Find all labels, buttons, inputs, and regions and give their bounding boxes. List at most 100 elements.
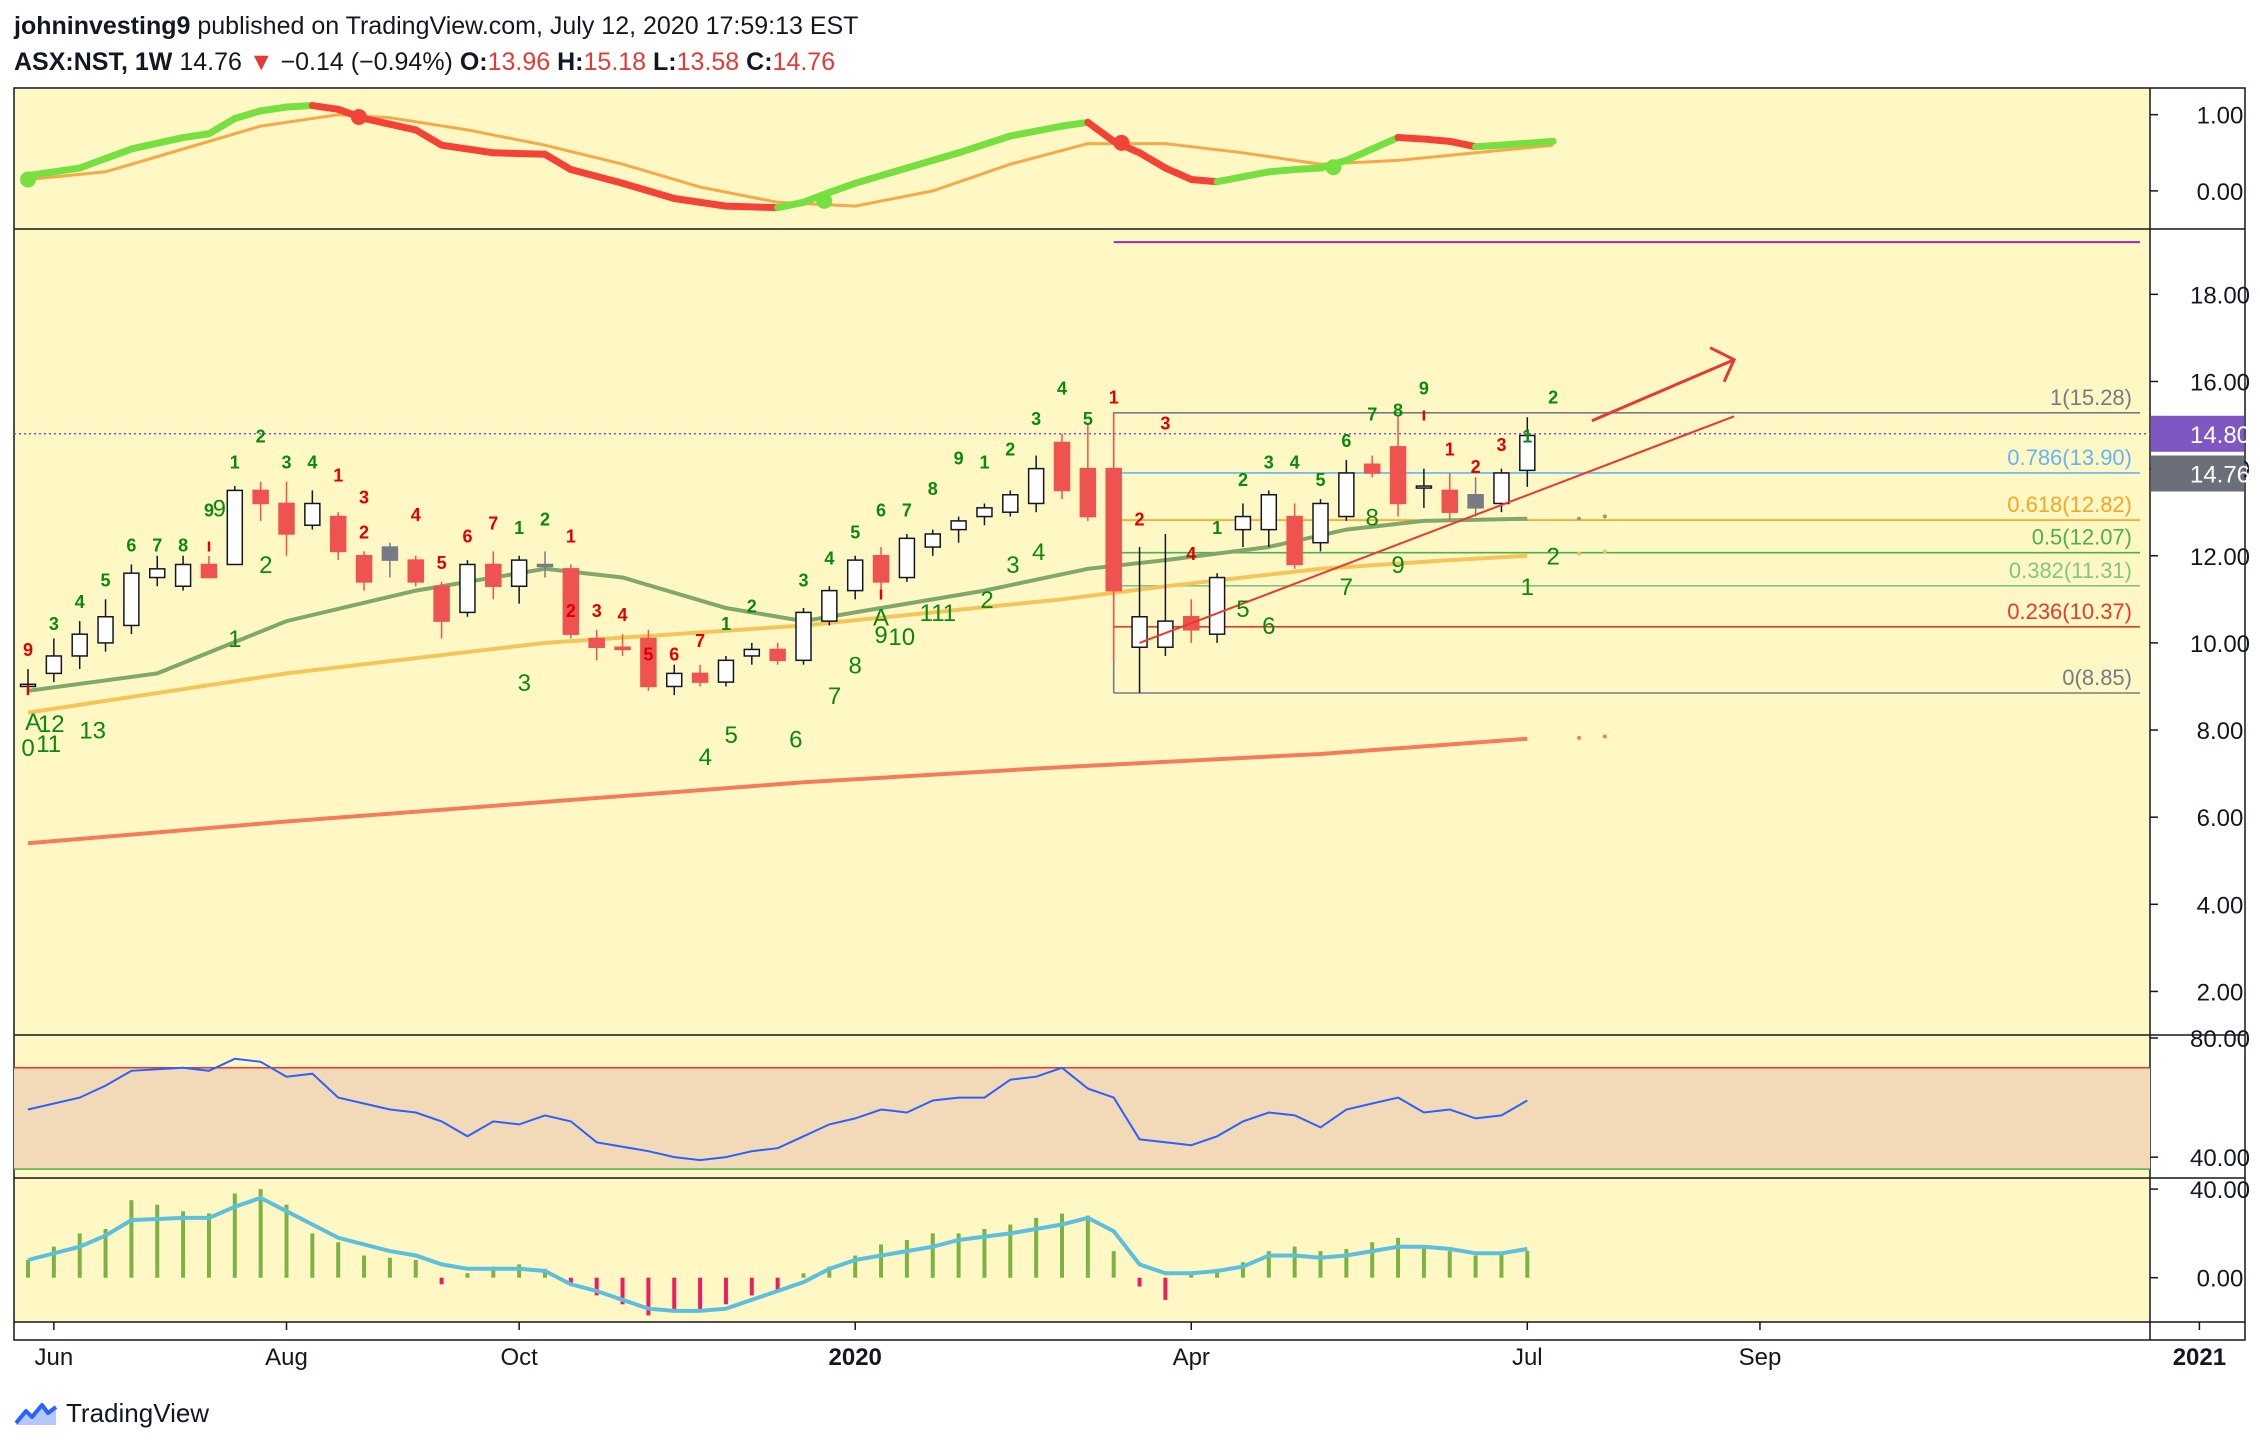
symbol-label: ASX:NST, 1W [14, 48, 173, 76]
pane-oscillator-background [14, 88, 2150, 229]
td-setup-label: 4 [699, 744, 712, 771]
td-count-label: 2 [566, 601, 576, 621]
candle-body [1131, 616, 1148, 648]
close-value: 14.76 [772, 48, 836, 76]
td-count-label: 7 [152, 535, 162, 555]
td-count-label: 3 [1264, 453, 1274, 473]
fib-level-label: 0.236(10.37) [2007, 599, 2132, 624]
oscillator-fast-segment [231, 107, 265, 122]
candle-body [278, 502, 295, 535]
td-count-label: 1 [721, 614, 731, 634]
oscillator-fast-segment [308, 102, 342, 113]
candle-body [1208, 576, 1226, 635]
candle-body [666, 672, 683, 688]
oscillator-fast-segment [76, 145, 135, 172]
td-count-label: 4 [1186, 544, 1196, 564]
oscillator-fast-segment [955, 132, 1014, 157]
oscillator-fast-segment [179, 130, 213, 142]
low-value: 13.58 [676, 48, 740, 76]
oscillator-fast-segment [438, 141, 497, 157]
candle-body [1260, 494, 1278, 531]
fib-level-label: 1(15.28) [2050, 385, 2132, 410]
td-setup-label: 2 [1546, 543, 1559, 570]
candle-body [226, 489, 244, 566]
oscillator-fast-segment [1394, 134, 1428, 143]
high-value: 15.18 [583, 48, 647, 76]
y-tick-label: 6.00 [2197, 805, 2244, 832]
oscillator-fast-segment [774, 198, 807, 212]
sma-yellow-line [27, 553, 1528, 715]
td-count-label: 9 [954, 448, 964, 468]
price-tag-label: 14.76 [2190, 462, 2250, 489]
td-count-label: 7 [695, 631, 705, 651]
oscillator-fast-segment [1161, 164, 1195, 183]
candle-body [872, 555, 890, 583]
td-count-label: 8 [178, 535, 188, 555]
td-count-label: 2 [359, 522, 369, 542]
x-tick-label: 2020 [829, 1344, 882, 1371]
oscillator-fast-segment [1136, 149, 1169, 172]
y-tick-label: 2.00 [2197, 979, 2244, 1006]
candle-body [407, 559, 424, 583]
y-tick-label: 40.00 [2190, 1177, 2250, 1204]
td-count-label: 5 [643, 644, 653, 664]
td-setup-label: A [873, 604, 889, 631]
td-count-label: 2 [256, 426, 266, 446]
td-count-label: 8 [928, 479, 938, 499]
oscillator-fast-segment [1187, 175, 1221, 186]
td-count-label: 1 [1522, 426, 1532, 446]
tradingview-brand[interactable]: TradingView [66, 1398, 210, 1428]
oscillator-fast-segment [722, 202, 782, 212]
oscillator-fast-segment [1472, 141, 1505, 151]
td-count-label: ı [25, 679, 30, 699]
candle-body [640, 637, 657, 688]
oscillator-fast-segment [1213, 168, 1273, 186]
candle-body [614, 646, 631, 651]
oscillator-fast-segment [257, 103, 290, 115]
td-setup-label: 4 [1032, 539, 1045, 566]
td-setup-label: 1 [1521, 574, 1534, 601]
td-count-label: 2 [1135, 509, 1145, 529]
td-count-label: ı [879, 583, 884, 603]
candle-body [1441, 489, 1458, 513]
oscillator-fast-segment [1368, 134, 1402, 153]
ma-projection-dot [1577, 735, 1581, 740]
fib-level-label: 0.618(12.82) [2007, 492, 2132, 517]
candle-body [976, 507, 993, 518]
oscillator-fast-segment [670, 195, 730, 210]
oscillator-cross-dot [350, 108, 367, 125]
oscillator-fast-segment [24, 164, 84, 180]
td-setup-label: 0 [21, 735, 34, 762]
td-count-label: 2 [1005, 440, 1015, 460]
td-count-label: 3 [592, 601, 602, 621]
candle-body [562, 568, 580, 635]
oscillator-fast-segment [619, 179, 678, 203]
candle-body [71, 633, 88, 657]
td-count-label: 5 [850, 522, 860, 542]
tradingview-logo-icon[interactable] [14, 1401, 58, 1427]
candle-body [1234, 515, 1252, 531]
td-setup-label: 6 [789, 726, 802, 753]
oscillator-fast-segment [567, 166, 627, 187]
x-tick-label: Sep [1739, 1344, 1782, 1371]
td-count-label: 8 [1393, 400, 1403, 420]
high-label: H: [557, 48, 584, 76]
td-setup-label: 6 [1262, 613, 1275, 640]
publisher-name[interactable]: johninvesting9 [14, 12, 191, 40]
candle-body [45, 655, 63, 675]
td-count-label: 9 [23, 640, 33, 660]
oscillator-fast-segment [1342, 145, 1376, 164]
td-setup-label: 2 [980, 587, 993, 614]
sma-green-line [27, 516, 1528, 693]
fib-level-label: 0.5(12.07) [2032, 525, 2132, 550]
y-tick-label: 18.00 [2190, 282, 2250, 309]
oscillator-fast-segment [205, 114, 239, 138]
td-setup-label: 8 [849, 652, 862, 679]
y-tick-label: 1.00 [2197, 103, 2244, 130]
oscillator-cross-dot [816, 192, 833, 209]
candle-body [381, 546, 399, 561]
candle-body [123, 572, 140, 627]
td-count-label: 2 [1238, 470, 1248, 490]
candle-body [1415, 485, 1433, 489]
